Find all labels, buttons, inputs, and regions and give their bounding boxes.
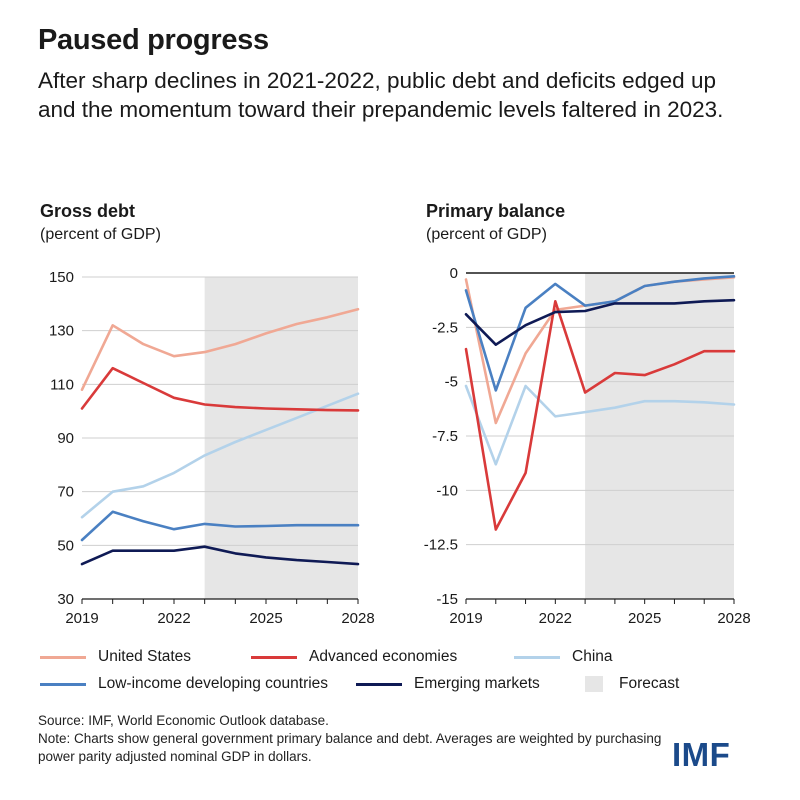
primary-balance-x-tick-label: 2019 bbox=[449, 610, 482, 627]
primary-balance-x-tick-label: 2025 bbox=[628, 610, 661, 627]
gross-debt-y-tick-label: 150 bbox=[49, 269, 74, 286]
primary-balance-title: Primary balance bbox=[426, 201, 566, 221]
legend-item-low-income: Low-income developing countries bbox=[40, 674, 328, 694]
legend-swatch-advanced-economies bbox=[251, 655, 297, 659]
gross-debt-series-emerging-markets bbox=[80, 545, 360, 566]
legend-item-forecast: Forecast bbox=[571, 674, 679, 694]
primary-balance-series-advanced-economies bbox=[464, 299, 736, 531]
legend-label-china: China bbox=[572, 648, 613, 665]
primary-balance-y-tick-label: -7.5 bbox=[432, 428, 458, 445]
gross-debt-y-tick-label: 30 bbox=[57, 591, 74, 608]
primary-balance-series-low-income bbox=[464, 274, 736, 392]
primary-balance-y-tick-label: -5 bbox=[445, 374, 458, 391]
source-line: Source: IMF, World Economic Outlook data… bbox=[38, 713, 329, 728]
legend-label-advanced-economies: Advanced economies bbox=[309, 648, 458, 665]
gross-debt-series-united-states bbox=[80, 307, 360, 392]
note-line: Note: Charts show general government pri… bbox=[38, 731, 662, 764]
primary-balance-x-tick-label: 2022 bbox=[539, 610, 572, 627]
legend-swatch-low-income bbox=[40, 682, 86, 686]
chart-title: Paused progress bbox=[38, 24, 269, 56]
gross-debt-title: Gross debt bbox=[40, 201, 136, 221]
gross-debt-x-tick-label: 2025 bbox=[249, 610, 282, 627]
legend-swatch-united-states bbox=[40, 655, 86, 659]
primary-balance-x-tick-label: 2028 bbox=[717, 610, 750, 627]
gross-debt-series-advanced-economies bbox=[80, 366, 360, 412]
imf-logo: IMF bbox=[672, 736, 731, 773]
primary-balance-subtitle: (percent of GDP) bbox=[426, 226, 547, 243]
gross-debt-y-tick-label: 90 bbox=[57, 430, 74, 447]
gross-debt-y-tick-label: 130 bbox=[49, 323, 74, 340]
gross-debt-x-tick-label: 2022 bbox=[157, 610, 190, 627]
gross-debt-y-tick-label: 70 bbox=[57, 484, 74, 501]
source-note: Source: IMF, World Economic Outlook data… bbox=[38, 712, 678, 766]
gross-debt-y-tick-label: 50 bbox=[57, 537, 74, 554]
chart-subtitle: After sharp declines in 2021-2022, publi… bbox=[38, 68, 724, 122]
legend-label-emerging-markets: Emerging markets bbox=[414, 675, 540, 692]
legend-swatch-china bbox=[514, 655, 560, 659]
legend-item-advanced-economies: Advanced economies bbox=[251, 647, 457, 667]
legend-swatch-forecast bbox=[585, 676, 603, 692]
primary-balance-y-tick-label: -12.5 bbox=[424, 537, 458, 554]
gross-debt-x-tick-label: 2028 bbox=[341, 610, 374, 627]
legend-label-united-states: United States bbox=[98, 648, 192, 665]
legend-swatch-emerging-markets bbox=[356, 682, 402, 686]
primary-balance-series-china bbox=[464, 384, 736, 466]
gross-debt-series-china bbox=[80, 392, 360, 519]
primary-balance-y-tick-label: -15 bbox=[436, 591, 458, 608]
primary-balance-y-tick-label: -2.5 bbox=[432, 319, 458, 336]
legend-label-low-income: Low-income developing countries bbox=[98, 675, 329, 692]
primary-balance-y-tick-label: -10 bbox=[436, 482, 458, 499]
primary-balance-y-tick-label: 0 bbox=[450, 265, 458, 282]
primary-balance-plot: 0 -2.5 -5 -7.5 -10 -12.5 -15 2019 2022 2025 2028 bbox=[424, 265, 751, 627]
gross-debt-x-tick-label: 2019 bbox=[65, 610, 98, 627]
gross-debt-plot: 150 130 110 90 70 50 30 2019 2022 2025 2028 bbox=[49, 269, 375, 627]
gross-debt-subtitle: (percent of GDP) bbox=[40, 226, 161, 243]
legend-item-china: China bbox=[514, 647, 613, 667]
legend-item-united-states: United States bbox=[40, 647, 191, 667]
gross-debt-y-tick-label: 110 bbox=[50, 376, 74, 393]
primary-balance-series-emerging-markets bbox=[464, 298, 736, 347]
gross-debt-series-low-income bbox=[80, 510, 360, 542]
legend-item-emerging-markets: Emerging markets bbox=[356, 674, 540, 694]
legend-label-forecast: Forecast bbox=[619, 675, 680, 692]
